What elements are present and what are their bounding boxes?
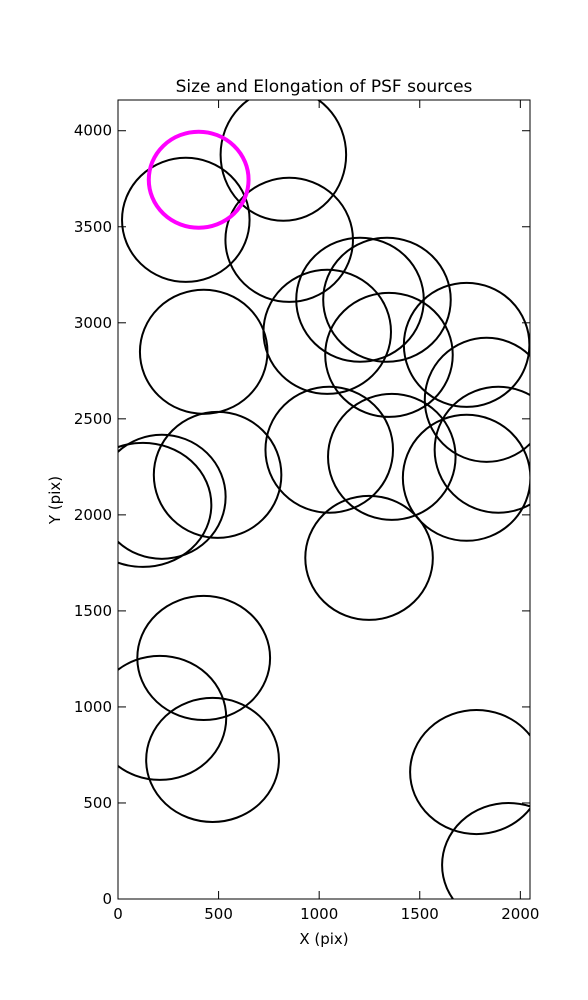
psf-ellipse [322, 236, 452, 363]
psf-ellipse [118, 654, 228, 781]
psf-ellipse [118, 433, 227, 560]
x-tick-label: 500 [204, 905, 233, 923]
psf-ellipse [146, 129, 251, 230]
y-tick-label: 3000 [74, 314, 112, 332]
plot-marks [118, 100, 530, 899]
y-tick-label: 0 [102, 890, 112, 908]
y-tick-label: 500 [83, 794, 112, 812]
y-axis-label: Y (pix) [46, 476, 64, 525]
psf-ellipse [219, 100, 348, 222]
psf-ellipse [262, 268, 392, 395]
psf-ellipse [441, 801, 530, 899]
y-tick-label: 1500 [74, 602, 112, 620]
y-tick-label: 2500 [74, 410, 112, 428]
psf-ellipse [401, 413, 530, 542]
psf-ellipse [433, 385, 530, 514]
plot-frame [117, 99, 531, 900]
psf-ellipse [304, 494, 434, 621]
chart-title: Size and Elongation of PSF sources [176, 77, 473, 97]
x-axis-label: X (pix) [299, 930, 348, 948]
x-tick-label: 1000 [300, 905, 338, 923]
psf-ellipse [264, 385, 395, 514]
psf-ellipse [118, 441, 213, 568]
psf-ellipse [402, 281, 530, 408]
x-tick-label: 2000 [501, 905, 539, 923]
x-tick-label: 1500 [401, 905, 439, 923]
psf-ellipse [224, 176, 354, 303]
psf-ellipse [136, 594, 272, 721]
psf-ellipse [327, 392, 457, 521]
psf-ellipse [152, 410, 283, 539]
y-tick-label: 4000 [74, 122, 112, 140]
y-tick-label: 2000 [74, 506, 112, 524]
psf-ellipse [121, 156, 251, 283]
psf-ellipse [145, 696, 280, 823]
psf-ellipse [324, 291, 454, 418]
psf-ellipse [423, 336, 530, 463]
psf-ellipse [409, 709, 530, 836]
y-tick-label: 3500 [74, 218, 112, 236]
y-tick-label: 1000 [74, 698, 112, 716]
x-tick-label: 0 [113, 905, 123, 923]
